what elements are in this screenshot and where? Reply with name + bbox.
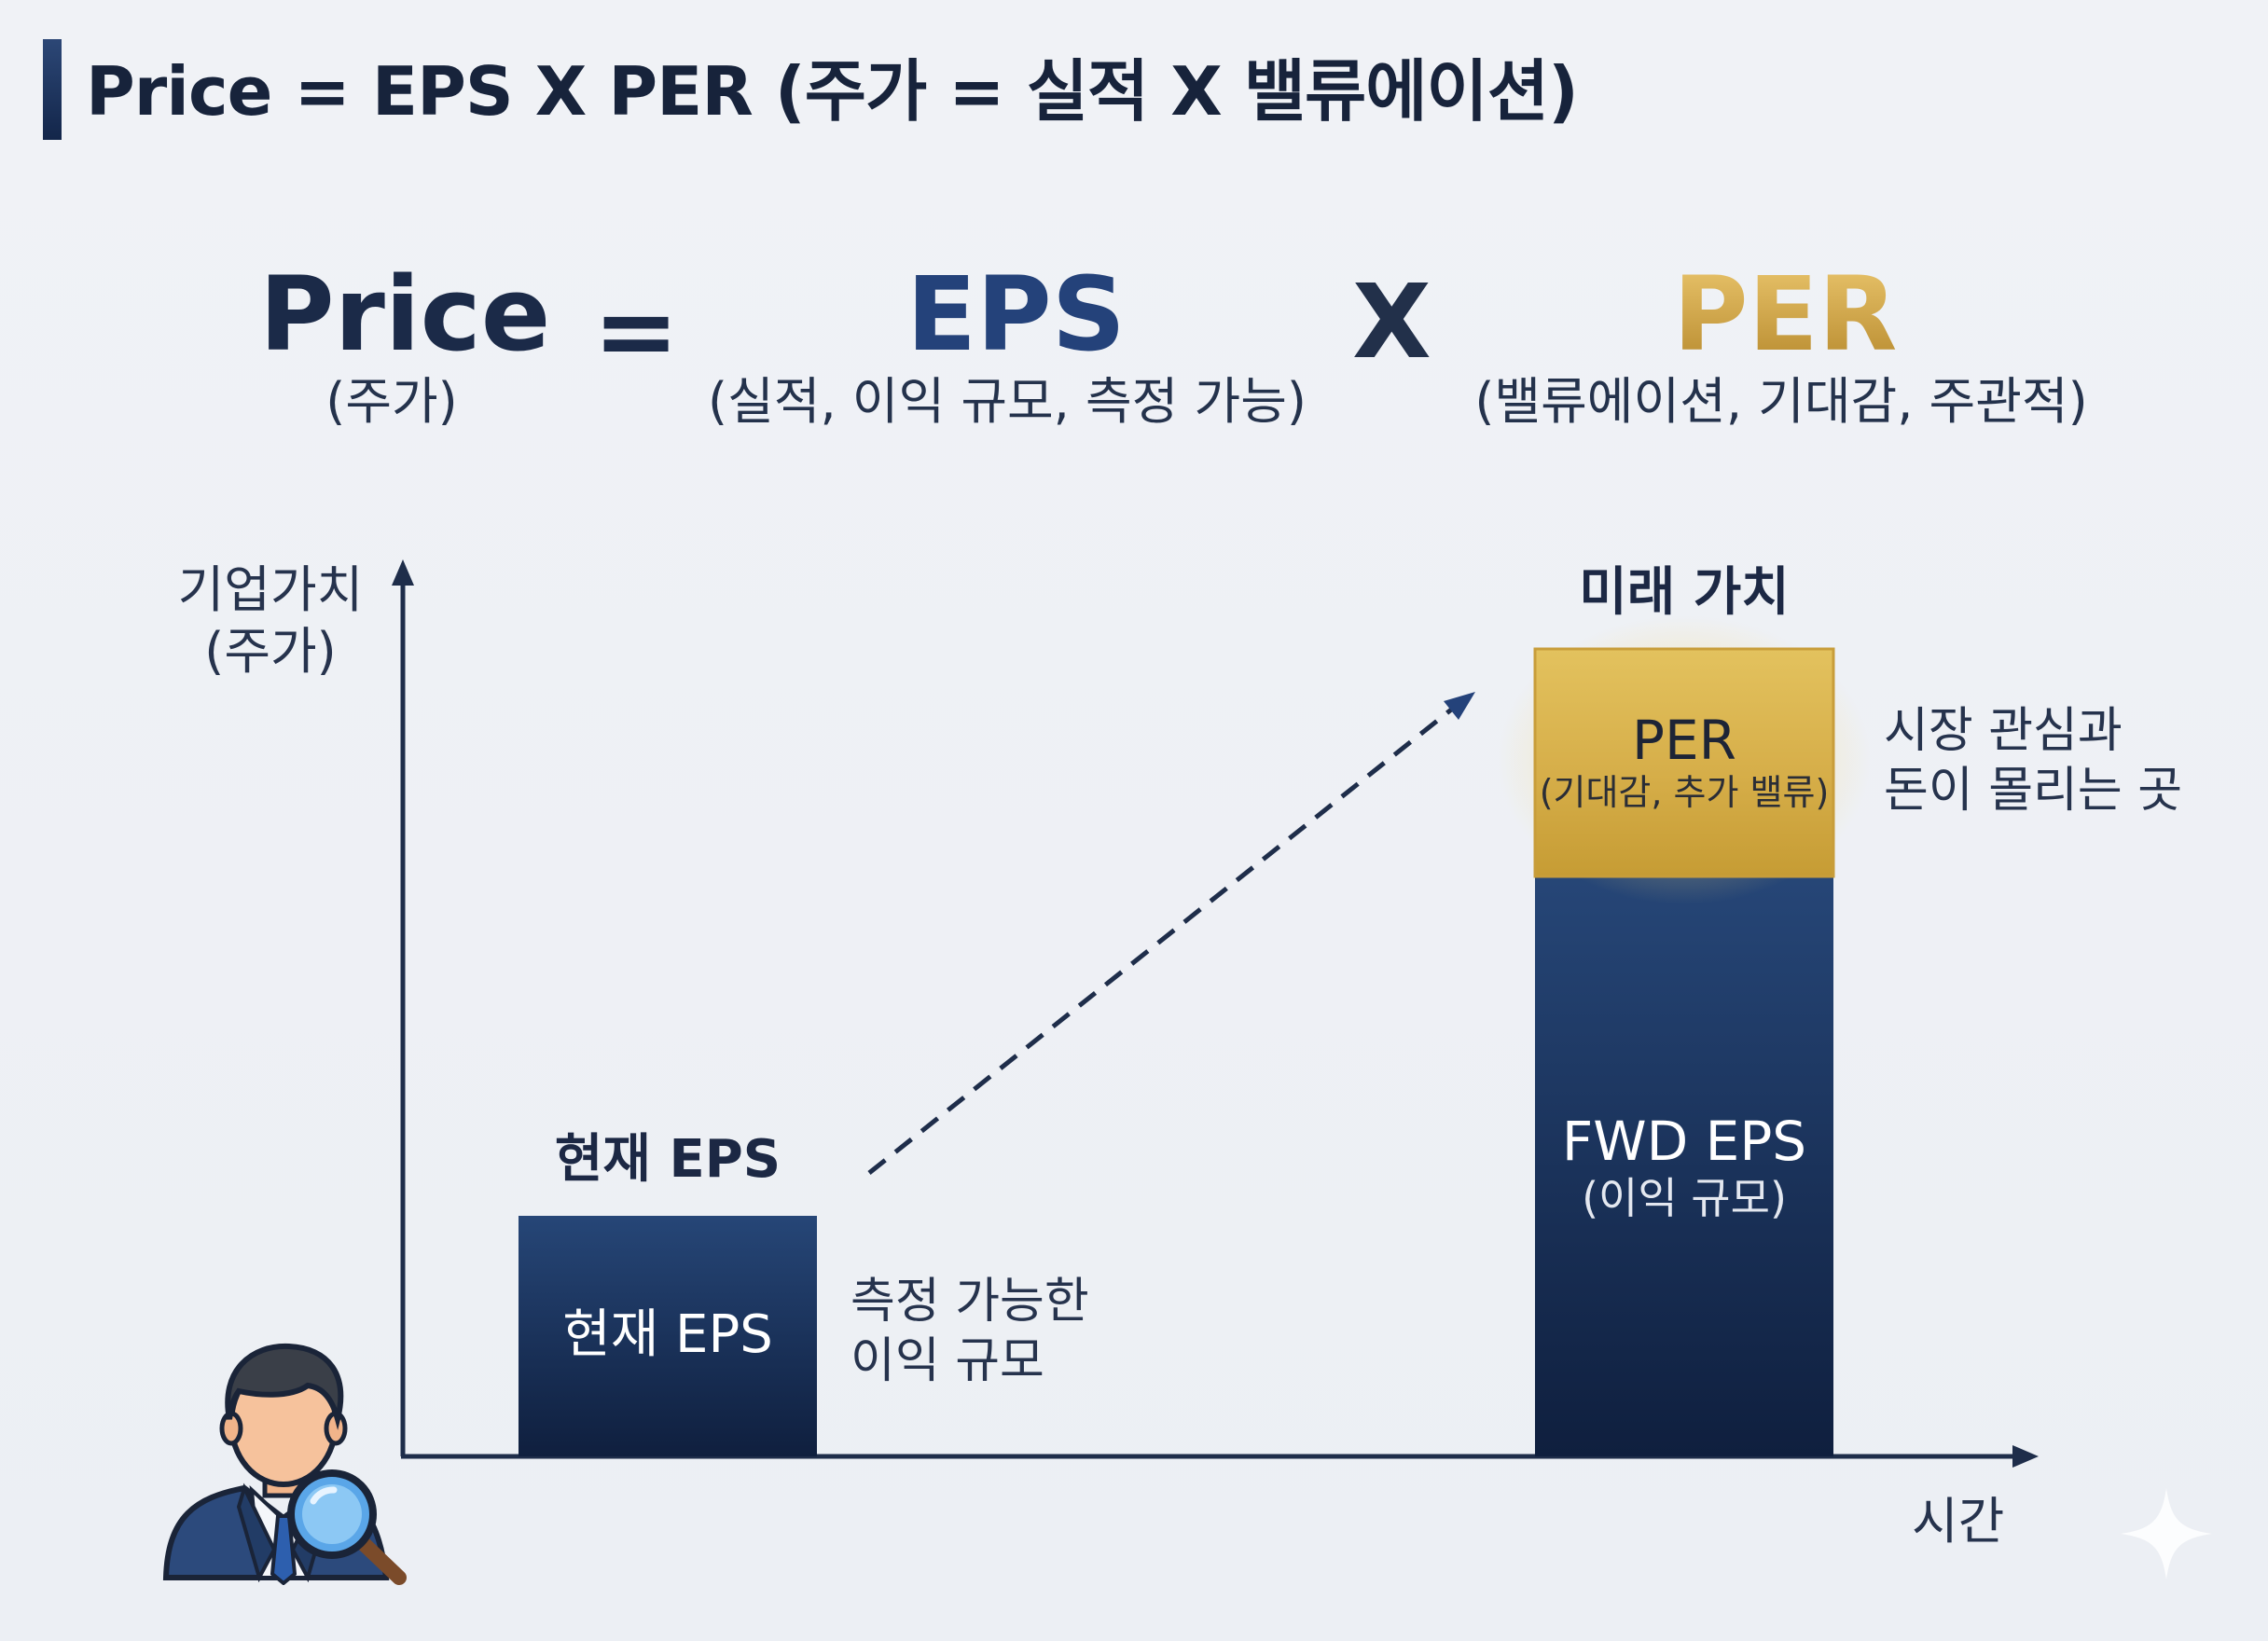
y-axis-label-line2: (주가) bbox=[204, 622, 337, 681]
formula-eps-desc: (실적, 이익 규모, 측정 가능) bbox=[708, 372, 1307, 431]
formula-per-term: PER bbox=[1673, 255, 1898, 374]
formula-equals-sign: = bbox=[593, 271, 680, 391]
current-eps-note-line1: 측정 가능한 bbox=[850, 1274, 1089, 1330]
sparkle-icon bbox=[2121, 1488, 2212, 1579]
formula-price-desc: (주가) bbox=[325, 372, 458, 431]
y-axis-arrow bbox=[392, 559, 414, 586]
fwd-eps-bar-label: FWD EPS bbox=[1561, 1110, 1807, 1173]
per-note-line1: 시장 관심과 bbox=[1884, 703, 2123, 759]
current-eps-bar-label: 현재 EPS bbox=[562, 1304, 773, 1365]
formula-eps-term: EPS bbox=[906, 255, 1126, 374]
formula-price-term: Price bbox=[259, 255, 551, 374]
current-eps-bar bbox=[519, 1216, 817, 1456]
y-axis-label: 기업가치 (주가) bbox=[159, 559, 382, 683]
per-bar bbox=[1533, 647, 1835, 878]
per-note-line2: 돈이 몰리는 곳 bbox=[1884, 763, 2183, 819]
growth-arrow bbox=[867, 705, 1457, 1175]
per-bar-sublabel: (기대감, 추가 밸류) bbox=[1539, 772, 1830, 813]
current-eps-title: 현재 EPS bbox=[554, 1129, 781, 1190]
x-axis-arrow bbox=[2012, 1445, 2039, 1468]
future-value-title: 미래 가치 bbox=[1579, 562, 1790, 623]
formula-times-sign: X bbox=[1352, 262, 1431, 381]
x-axis-label: 시간 bbox=[1912, 1492, 2005, 1551]
current-eps-note: 측정 가능한 이익 규모 bbox=[850, 1272, 1089, 1391]
fwd-eps-bar bbox=[1535, 876, 1833, 1456]
fwd-eps-bar-sublabel: (이익 규모) bbox=[1582, 1173, 1787, 1223]
header-accent-bar bbox=[43, 39, 62, 140]
formula-per-desc: (밸류에이션, 기대감, 주관적) bbox=[1474, 372, 2088, 431]
y-axis-label-line1: 기업가치 bbox=[177, 560, 364, 619]
current-eps-note-line2: 이익 규모 bbox=[850, 1333, 1044, 1389]
per-note: 시장 관심과 돈이 몰리는 곳 bbox=[1884, 701, 2182, 820]
magnifying-glass-icon bbox=[351, 1531, 407, 1585]
per-bar-label: PER bbox=[1632, 709, 1736, 772]
page-title: Price = EPS X PER (주가 = 실적 X 밸류에이션) bbox=[86, 52, 1579, 131]
growth-arrow-head bbox=[1444, 692, 1475, 720]
analyst-avatar-icon bbox=[162, 1343, 407, 1585]
